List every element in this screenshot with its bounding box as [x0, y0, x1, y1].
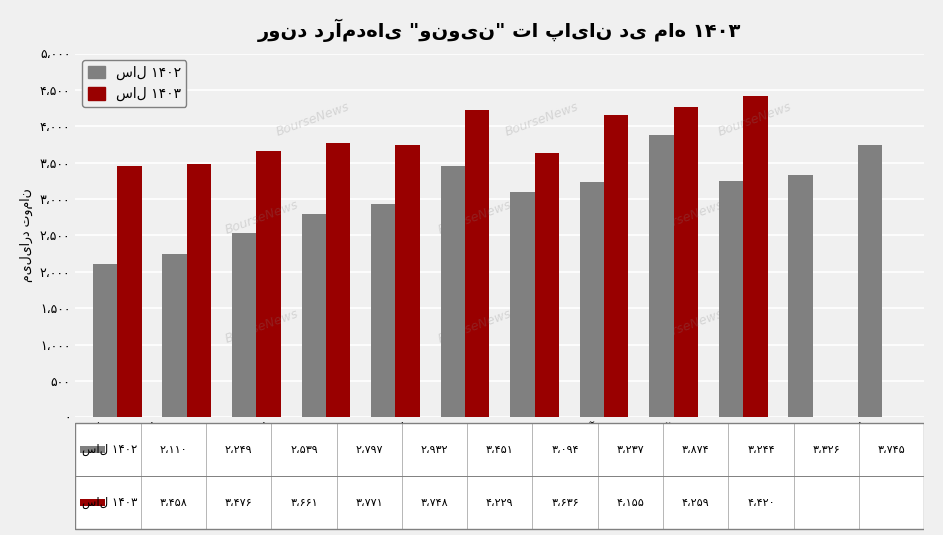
Text: ۲،۷۹۷: ۲،۷۹۷ [356, 445, 383, 455]
FancyBboxPatch shape [75, 423, 924, 529]
Bar [372, 204, 395, 417]
Bar [256, 151, 281, 417]
Bar [580, 182, 604, 417]
Bar [650, 135, 673, 417]
Text: BourseNews: BourseNews [648, 307, 725, 346]
Text: ۴،۴۲۰: ۴،۴۲۰ [747, 498, 775, 508]
Bar [719, 181, 743, 417]
Bar [187, 164, 211, 417]
Bar [117, 166, 141, 417]
Bar [788, 175, 813, 417]
Bar [92, 264, 117, 417]
Bar [440, 166, 465, 417]
Y-axis label: میلیارد تومان: میلیارد تومان [20, 188, 33, 282]
Bar [535, 153, 559, 417]
Text: BourseNews: BourseNews [648, 198, 725, 236]
Text: BourseNews: BourseNews [436, 307, 513, 346]
Legend: سال ۱۴۰۲, سال ۱۴۰۳: سال ۱۴۰۲, سال ۱۴۰۳ [82, 60, 187, 107]
Text: ۳،۲۳۷: ۳،۲۳۷ [617, 445, 644, 455]
Bar [604, 115, 628, 417]
Text: ۳،۰۹۴: ۳،۰۹۴ [552, 445, 579, 455]
Bar [510, 192, 535, 417]
Text: ۳،۴۵۸: ۳،۴۵۸ [159, 498, 188, 508]
Text: BourseNews: BourseNews [274, 100, 352, 139]
Bar [162, 254, 187, 417]
Text: ۳،۸۷۴: ۳،۸۷۴ [682, 445, 709, 455]
Text: ۴،۲۲۹: ۴،۲۲۹ [486, 498, 514, 508]
Text: ۳،۳۲۶: ۳،۳۲۶ [813, 445, 840, 455]
Text: ۴،۲۵۹: ۴،۲۵۹ [682, 498, 709, 508]
Text: BourseNews: BourseNews [223, 307, 301, 346]
Bar [395, 144, 420, 417]
Text: ۲،۱۱۰: ۲،۱۱۰ [159, 445, 187, 455]
Text: BourseNews: BourseNews [436, 198, 513, 236]
Bar [79, 499, 106, 506]
Text: ۳،۷۴۵: ۳،۷۴۵ [878, 445, 905, 455]
Text: سال ۱۴۰۳: سال ۱۴۰۳ [82, 496, 138, 509]
Text: ۲،۵۳۹: ۲،۵۳۹ [290, 445, 318, 455]
Bar [743, 96, 768, 417]
Text: ۳،۶۳۶: ۳،۶۳۶ [552, 498, 579, 508]
Text: ۳،۴۵۱: ۳،۴۵۱ [486, 445, 514, 455]
Text: BourseNews: BourseNews [223, 198, 301, 236]
Text: ۳،۴۷۶: ۳،۴۷۶ [224, 498, 253, 508]
Text: ۲،۲۴۹: ۲،۲۴۹ [224, 445, 253, 455]
Bar [858, 145, 883, 417]
Text: ۴،۱۵۵: ۴،۱۵۵ [617, 498, 644, 508]
Bar [673, 108, 698, 417]
Text: ۳،۷۴۸: ۳،۷۴۸ [421, 498, 448, 508]
Text: ۳،۶۶۱: ۳،۶۶۱ [290, 498, 318, 508]
Title: روند درآمدهای "ونوین" تا پایان دی ماه ۱۴۰۳: روند درآمدهای "ونوین" تا پایان دی ماه ۱۴… [258, 19, 741, 42]
Bar [232, 233, 256, 417]
Text: ۳،۷۷۱: ۳،۷۷۱ [356, 498, 383, 508]
Text: BourseNews: BourseNews [504, 100, 581, 139]
Bar [79, 446, 106, 453]
Text: BourseNews: BourseNews [716, 100, 793, 139]
Bar [302, 214, 326, 417]
Bar [465, 110, 489, 417]
Text: سال ۱۴۰۲: سال ۱۴۰۲ [82, 443, 138, 456]
Text: ۳،۲۴۴: ۳،۲۴۴ [747, 445, 775, 455]
Bar [326, 143, 350, 417]
Text: ۲،۹۳۲: ۲،۹۳۲ [421, 445, 448, 455]
